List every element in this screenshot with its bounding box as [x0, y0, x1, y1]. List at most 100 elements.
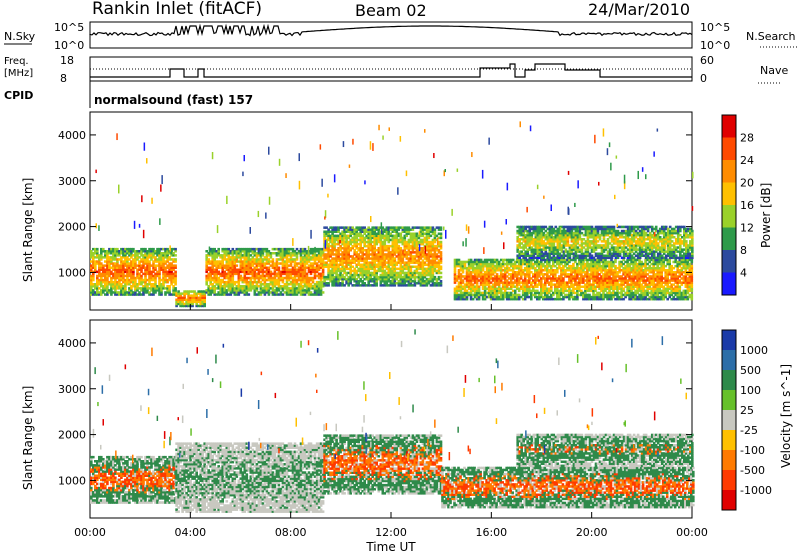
heat-cell [331, 263, 334, 266]
heat-cell [243, 276, 247, 280]
heat-cell [333, 269, 336, 273]
heat-cell [401, 236, 405, 240]
heat-cell [156, 247, 159, 251]
heat-cell [217, 262, 220, 265]
heat-cell [381, 280, 385, 283]
heat-cell [329, 259, 332, 262]
heat-cell [315, 283, 319, 286]
heat-cell [92, 252, 95, 255]
heat-cell [168, 264, 171, 267]
heat-cell [277, 250, 281, 253]
heat-cell [179, 300, 182, 304]
heat-cell [287, 250, 291, 253]
heat-cell [355, 238, 358, 242]
heat-cell [295, 256, 299, 259]
heat-cell [231, 283, 235, 286]
heat-cell [223, 266, 226, 269]
heat-cell [345, 244, 348, 248]
heat-cell [128, 252, 131, 255]
heat-cell [257, 247, 261, 251]
heat-cell [285, 252, 289, 255]
heat-cell [261, 264, 265, 267]
heat-cell [126, 276, 129, 280]
heat-cell [211, 278, 214, 282]
heat-cell [377, 228, 381, 231]
heat-cell [162, 285, 165, 288]
heat-cell [285, 254, 289, 257]
heat-cell [299, 289, 303, 292]
heat-cell [421, 240, 425, 244]
heat-cell [375, 277, 378, 281]
heat-cell [339, 253, 342, 256]
heat-cell [281, 254, 285, 257]
heat-cell [417, 273, 421, 277]
heat-cell [100, 264, 103, 267]
heat-cell [365, 236, 368, 240]
heat-cell [363, 284, 366, 287]
heat-cell [289, 293, 293, 296]
heat-cell [389, 284, 393, 287]
heat-cell [187, 302, 190, 306]
heat-cell [261, 254, 265, 257]
heat-cell [154, 285, 157, 288]
heat-cell [102, 274, 105, 278]
heat-cell [162, 256, 165, 259]
heat-cell [419, 228, 423, 231]
heat-cell [319, 264, 323, 267]
heat-cell [341, 284, 344, 287]
heat-cell [391, 226, 395, 229]
heat-cell [285, 280, 289, 284]
heat-cell [329, 236, 332, 240]
heat-cell [170, 262, 173, 265]
heat-cell [245, 266, 249, 269]
heat-cell [273, 264, 277, 267]
heat-cell [134, 256, 137, 259]
heat-cell [373, 267, 376, 271]
heat-cell [349, 238, 352, 242]
heat-cell [205, 280, 208, 284]
heat-cell [367, 257, 370, 260]
heat-cell [413, 238, 417, 242]
heat-cell [90, 266, 93, 269]
heat-cell [337, 273, 340, 277]
heat-cell [201, 298, 204, 301]
heat-cell [146, 264, 149, 267]
heat-cell [136, 274, 139, 278]
heat-cell [106, 270, 109, 274]
heat-cell [385, 277, 389, 281]
heat-cell [227, 280, 231, 284]
heat-cell [387, 284, 391, 287]
heat-cell [347, 242, 350, 246]
heat-cell [331, 253, 334, 256]
heat-cell [112, 285, 115, 288]
heat-cell [233, 264, 237, 267]
heat-cell [383, 228, 387, 231]
heat-cell [239, 252, 243, 255]
heat-cell [403, 282, 407, 285]
heat-cell [369, 267, 372, 271]
heat-cell [233, 287, 237, 290]
heat-cell [162, 264, 165, 267]
heat-cell [303, 266, 307, 269]
heat-cell [114, 268, 117, 271]
heat-cell [213, 285, 216, 288]
heat-cell [114, 289, 117, 292]
heat-cell [379, 263, 383, 266]
heat-cell [233, 283, 237, 286]
heat-cell [317, 274, 321, 278]
heat-cell [114, 274, 117, 278]
heat-cell [375, 282, 378, 285]
heat-cell [142, 272, 145, 276]
heat-cell [118, 264, 121, 267]
heat-cell [391, 255, 395, 258]
heat-cell [251, 258, 255, 261]
heat-cell [164, 262, 167, 265]
heat-cell [177, 292, 180, 295]
heat-cell [313, 283, 317, 286]
heat-cell [251, 280, 255, 284]
heat-cell [395, 236, 399, 240]
heat-cell [295, 247, 299, 251]
heat-cell [199, 290, 202, 293]
heat-cell [263, 262, 267, 265]
